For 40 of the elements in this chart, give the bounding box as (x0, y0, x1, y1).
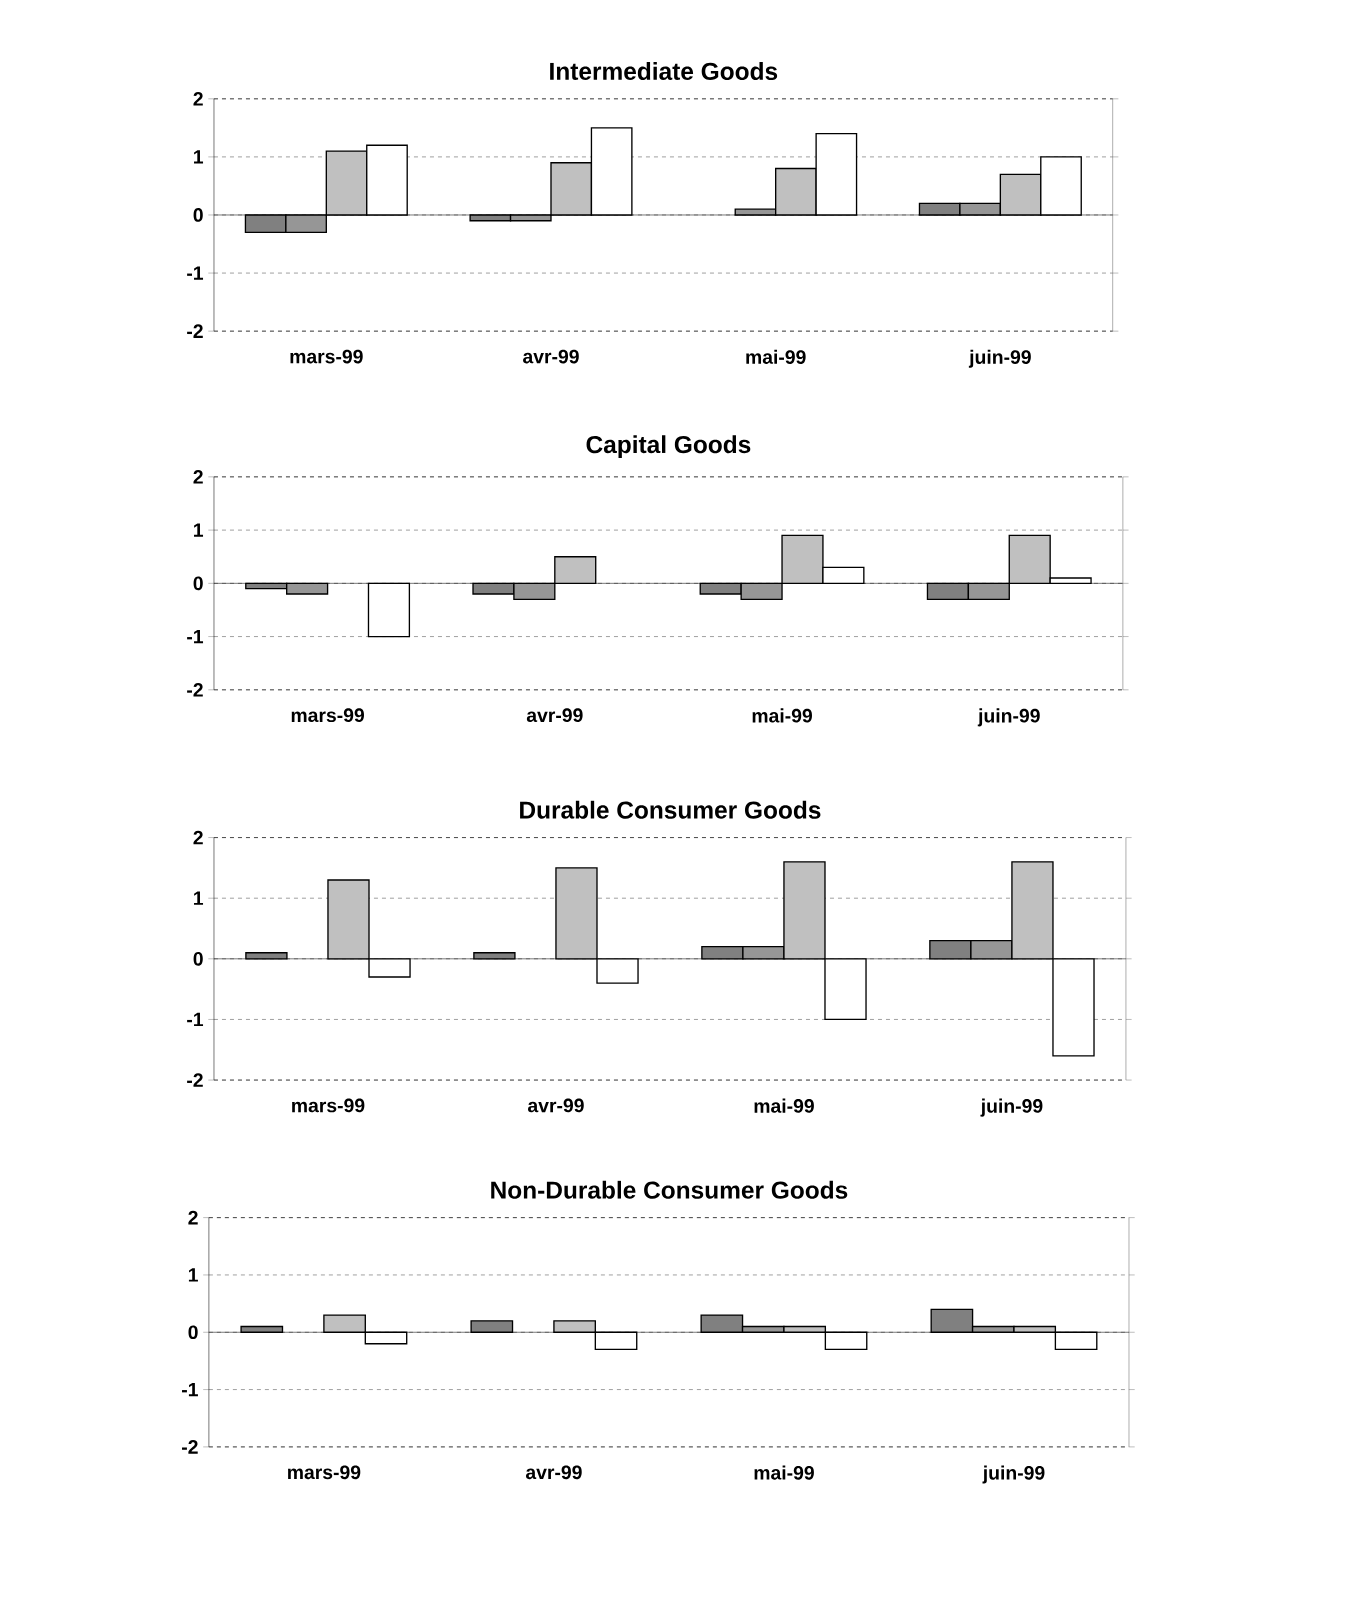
chart-title: Durable Consumer Goods (520, 800, 821, 819)
y-tick-label: -2 (182, 1440, 198, 1454)
y-tick-label: 2 (188, 1210, 198, 1225)
x-tick-label: juin-99 (982, 1465, 1045, 1484)
y-tick-label: 2 (193, 92, 203, 106)
y-tick-label: -2 (187, 324, 203, 338)
x-tick-label: mai-99 (754, 1465, 814, 1480)
x-tick-label: juin-99 (980, 1098, 1043, 1117)
x-tick-label: avr-99 (525, 1465, 582, 1480)
x-tick-label: mars-99 (290, 349, 363, 364)
chart-title: Intermediate Goods (550, 62, 778, 80)
y-tick-label: -2 (187, 1073, 203, 1087)
y-tick-label: 0 (193, 576, 203, 591)
x-tick-label: avr-99 (526, 708, 583, 723)
x-tick-label: avr-99 (523, 349, 579, 364)
x-tick-label: mai-99 (752, 708, 812, 723)
x-tick-label: mai-99 (754, 1098, 814, 1113)
y-tick-label: -1 (187, 1012, 204, 1027)
y-tick-label: -1 (187, 266, 204, 280)
y-tick-label: 0 (193, 208, 203, 222)
x-tick-label: mars-99 (288, 1465, 361, 1480)
y-tick-label: 2 (193, 470, 203, 484)
chart-title: Capital Goods (586, 435, 751, 459)
y-tick-label: 1 (194, 891, 204, 905)
chart-title: Non-Durable Consumer Goods (491, 1180, 848, 1199)
y-tick-label: -1 (182, 1382, 198, 1397)
y-tick-label: 1 (194, 523, 204, 537)
y-tick-label: 0 (193, 951, 203, 966)
x-tick-label: mars-99 (291, 708, 364, 723)
y-tick-label: -1 (187, 629, 204, 644)
x-tick-label: juin-99 (977, 708, 1040, 727)
y-tick-label: 1 (194, 150, 204, 164)
y-tick-label: 0 (188, 1325, 198, 1340)
x-tick-label: juin-99 (968, 349, 1031, 368)
y-tick-label: -2 (187, 683, 203, 697)
x-tick-label: avr-99 (528, 1098, 584, 1113)
x-tick-label: mars-99 (292, 1098, 365, 1113)
y-tick-label: 1 (188, 1268, 198, 1282)
y-tick-label: 2 (193, 830, 203, 845)
x-tick-label: mai-99 (746, 349, 806, 364)
